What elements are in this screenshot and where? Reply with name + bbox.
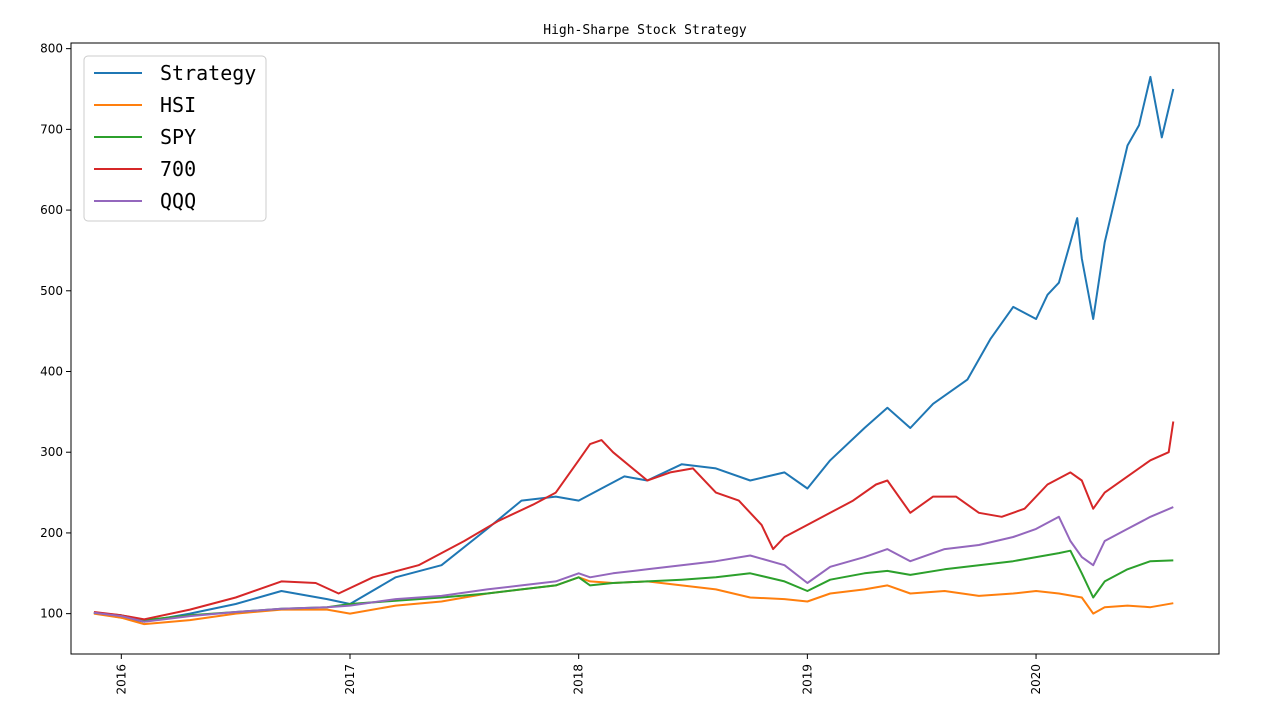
series-lines xyxy=(93,75,1175,626)
y-tick-label: 600 xyxy=(40,203,63,217)
y-tick-label: 100 xyxy=(40,607,63,621)
x-tick-label: 2020 xyxy=(1029,664,1043,695)
y-tick-label: 700 xyxy=(40,122,63,136)
y-axis: 100 200 300 400 500 600 700 800 xyxy=(40,42,71,621)
x-tick-label: 2019 xyxy=(800,664,814,695)
series-line-700 xyxy=(93,421,1175,621)
y-tick-label: 300 xyxy=(40,445,63,459)
legend-label: HSI xyxy=(160,93,196,117)
y-tick-label: 200 xyxy=(40,526,63,540)
x-tick-label: 2016 xyxy=(114,664,128,695)
legend-label: Strategy xyxy=(160,61,256,85)
x-axis: 2016 2017 2018 2019 2020 xyxy=(114,654,1043,695)
legend-box xyxy=(83,55,267,222)
y-tick-label: 400 xyxy=(40,365,63,379)
legend-label: 700 xyxy=(160,157,196,181)
legend: Strategy HSI SPY 700 QQQ xyxy=(83,55,267,222)
y-tick-label: 500 xyxy=(40,284,63,298)
legend-label: SPY xyxy=(160,125,196,149)
series-line-strategy xyxy=(93,75,1175,623)
chart-title: High-Sharpe Stock Strategy xyxy=(543,23,747,38)
y-tick-label: 800 xyxy=(40,42,63,56)
series-line-qqq xyxy=(93,506,1174,623)
series-line-hsi xyxy=(93,576,1174,626)
legend-label: QQQ xyxy=(160,189,196,213)
x-tick-label: 2018 xyxy=(572,664,586,695)
x-tick-label: 2017 xyxy=(343,664,357,695)
